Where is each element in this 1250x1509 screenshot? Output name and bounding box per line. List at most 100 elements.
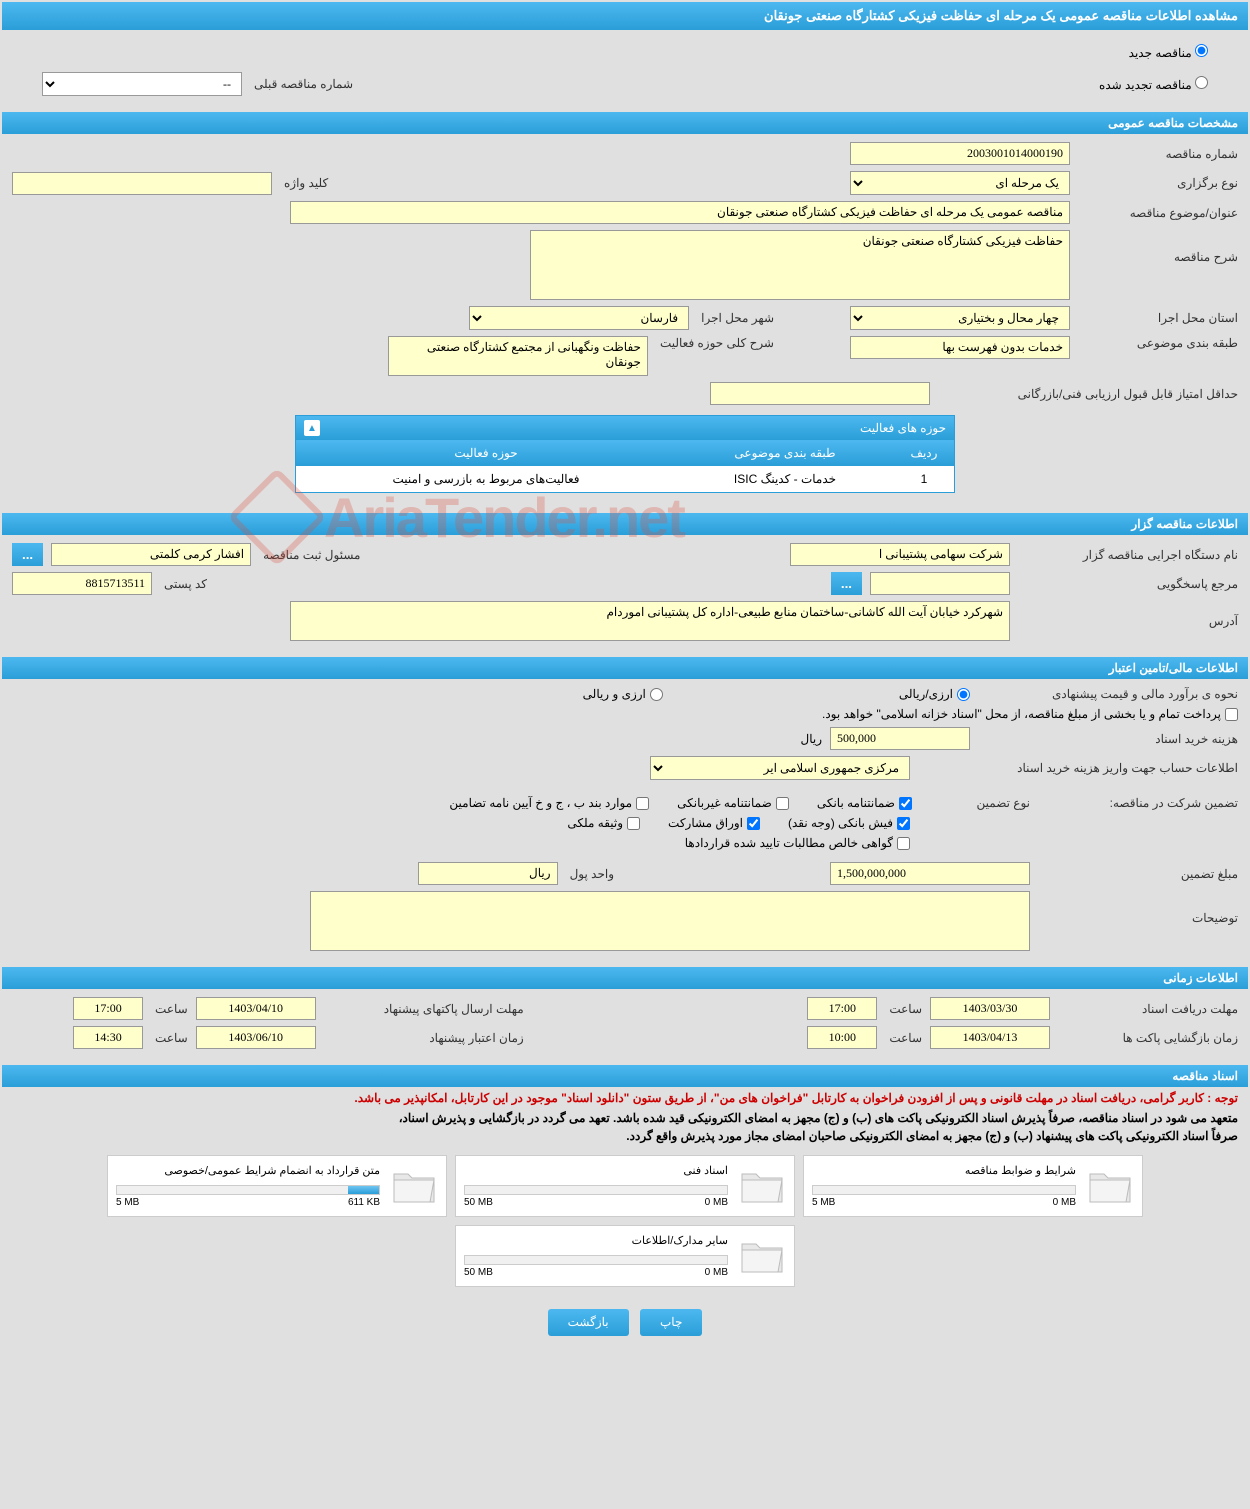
col-row: ردیف <box>894 440 954 466</box>
prev-tender-select[interactable]: -- <box>42 72 242 96</box>
description-textarea[interactable] <box>530 230 1070 300</box>
estimate-method-label: نحوه ی برآورد مالی و قیمت پیشنهادی <box>978 687 1238 701</box>
col-scope: حوزه فعالیت <box>296 440 676 466</box>
category-label: طبقه بندی موضوعی <box>1078 336 1238 350</box>
section-documents-header: اسناد مناقصه <box>2 1065 1248 1087</box>
treasury-checkbox[interactable]: پرداخت تمام و یا بخشی از مبلغ مناقصه، از… <box>822 707 1238 721</box>
tender-number-label: شماره مناقصه <box>1078 147 1238 161</box>
guarantee-bylaws[interactable]: موارد بند ب ، ج و خ آیین نامه تضامین <box>449 796 649 810</box>
holding-type-label: نوع برگزاری <box>1078 176 1238 190</box>
col-category: طبقه بندی موضوعی <box>676 440 894 466</box>
tender-number-input[interactable] <box>850 142 1070 165</box>
validity-date[interactable] <box>196 1026 316 1049</box>
receive-deadline-time[interactable] <box>807 997 877 1020</box>
doc-file-item[interactable]: سایر مدارک/اطلاعات50 MB0 MB <box>455 1225 795 1287</box>
doc-file-item[interactable]: شرایط و ضوابط مناقصه 5 MB 0 MB <box>803 1155 1143 1217</box>
subject-input[interactable] <box>290 201 1070 224</box>
province-select[interactable]: چهار محال و بختیاری <box>850 306 1070 330</box>
guarantee-net-receivables[interactable]: گواهی خالص مطالبات تایید شده قراردادها <box>685 836 910 850</box>
city-label: شهر محل اجرا <box>697 311 774 325</box>
receive-deadline-date[interactable] <box>930 997 1050 1020</box>
category-input[interactable] <box>850 336 1070 359</box>
doc-total: 5 MB <box>812 1197 835 1208</box>
doc-file-item[interactable]: اسناد فنی 50 MB 0 MB <box>455 1155 795 1217</box>
doc-cost-label: هزینه خرید اسناد <box>978 732 1238 746</box>
reg-official-label: مسئول ثبت مناقصه <box>259 548 360 562</box>
notice-black-1: متعهد می شود در اسناد مناقصه، صرفاً پذیر… <box>2 1109 1248 1127</box>
collapse-icon[interactable]: ▲ <box>304 420 320 436</box>
address-label: آدرس <box>1018 614 1238 628</box>
radio-new-tender[interactable]: مناقصه جدید <box>1129 46 1208 60</box>
guarantee-amount-label: مبلغ تضمین <box>1038 867 1238 881</box>
reg-official-input[interactable] <box>51 543 251 566</box>
guarantee-property[interactable]: وثیقه ملکی <box>567 816 640 830</box>
keyword-input[interactable] <box>12 172 272 195</box>
validity-time[interactable] <box>73 1026 143 1049</box>
guarantee-cash[interactable]: فیش بانکی (وجه نقد) <box>788 816 910 830</box>
responder-label: مرجع پاسخگویی <box>1018 577 1238 591</box>
doc-file-title: اسناد فنی <box>464 1164 728 1177</box>
doc-total: 5 MB <box>116 1197 139 1208</box>
subject-label: عنوان/موضوع مناقصه <box>1078 206 1238 220</box>
page-title: مشاهده اطلاعات مناقصه عمومی یک مرحله ای … <box>2 2 1248 30</box>
activity-scope-label: شرح کلی حوزه فعالیت <box>656 336 774 350</box>
opening-date[interactable] <box>930 1026 1050 1049</box>
submit-deadline-date[interactable] <box>196 997 316 1020</box>
radio-renewed-tender[interactable]: مناقصه تجدید شده <box>1099 76 1208 92</box>
activity-scope-textarea[interactable] <box>388 336 648 376</box>
fx-and-rial-radio[interactable]: ارزی و ریالی <box>583 687 663 701</box>
doc-total: 50 MB <box>464 1197 493 1208</box>
doc-used: 0 MB <box>1053 1197 1076 1208</box>
section-timing-header: اطلاعات زمانی <box>2 967 1248 989</box>
doc-progress-bar <box>464 1255 728 1265</box>
doc-progress-bar <box>464 1185 728 1195</box>
currency-input[interactable] <box>418 862 558 885</box>
table-row: 1 خدمات - کدینگ ISIC فعالیت‌های مربوط به… <box>296 466 954 492</box>
postal-input[interactable] <box>12 572 152 595</box>
section-financial-header: اطلاعات مالی/تامین اعتبار <box>2 657 1248 679</box>
responder-input[interactable] <box>870 572 1010 595</box>
notice-black-2: صرفاً اسناد الکترونیکی پاکت های پیشنهاد … <box>2 1127 1248 1145</box>
rial-unit: ریال <box>800 732 822 746</box>
guarantee-nonbank-letter[interactable]: ضمانتنامه غیربانکی <box>677 796 789 810</box>
submit-deadline-time[interactable] <box>73 997 143 1020</box>
section-general-header: مشخصات مناقصه عمومی <box>2 112 1248 134</box>
postal-label: کد پستی <box>160 577 207 591</box>
hour-label-3: ساعت <box>151 1002 188 1016</box>
guarantee-bonds[interactable]: اوراق مشارکت <box>668 816 760 830</box>
guarantee-amount-input[interactable] <box>830 862 1030 885</box>
opening-time[interactable] <box>807 1026 877 1049</box>
back-button[interactable]: بازگشت <box>548 1309 629 1336</box>
keyword-label: کلید واژه <box>280 176 328 190</box>
responder-lookup-button[interactable]: ... <box>831 572 862 595</box>
city-select[interactable]: فارسان <box>469 306 689 330</box>
doc-used: 0 MB <box>705 1197 728 1208</box>
org-input[interactable] <box>790 543 1010 566</box>
guarantee-bank-letter[interactable]: ضمانتنامه بانکی <box>817 796 912 810</box>
doc-used: 611 KB <box>348 1197 380 1208</box>
receive-deadline-label: مهلت دریافت اسناد <box>1058 1002 1238 1016</box>
province-label: استان محل اجرا <box>1078 311 1238 325</box>
min-score-input[interactable] <box>710 382 930 405</box>
reg-official-lookup-button[interactable]: ... <box>12 543 43 566</box>
print-button[interactable]: چاپ <box>640 1309 702 1336</box>
doc-file-title: شرایط و ضوابط مناقصه <box>812 1164 1076 1177</box>
address-textarea[interactable] <box>290 601 1010 641</box>
notes-textarea[interactable] <box>310 891 1030 951</box>
activity-table-title: حوزه های فعالیت <box>860 421 946 435</box>
notice-red: توجه : کاربر گرامی، دریافت اسناد در مهلت… <box>2 1087 1248 1109</box>
prev-tender-label: شماره مناقصه قبلی <box>250 77 353 91</box>
doc-used: 0 MB <box>705 1267 728 1278</box>
account-label: اطلاعات حساب جهت واریز هزینه خرید اسناد <box>918 761 1238 775</box>
guarantee-title: تضمین شرکت در مناقصه: <box>1038 796 1238 810</box>
activity-table: حوزه های فعالیت ▲ ردیف طبقه بندی موضوعی … <box>295 415 955 493</box>
description-label: شرح مناقصه <box>1078 230 1238 264</box>
doc-cost-input[interactable] <box>830 727 970 750</box>
holding-type-select[interactable]: یک مرحله ای <box>850 171 1070 195</box>
fx-rial-radio[interactable]: ارزی/ریالی <box>899 687 970 701</box>
notes-label: توضیحات <box>1038 891 1238 925</box>
doc-file-item[interactable]: متن قرارداد به انضمام شرایط عمومی/خصوصی5… <box>107 1155 447 1217</box>
opening-label: زمان بازگشایی پاکت ها <box>1058 1031 1238 1045</box>
account-select[interactable]: مرکزی جمهوری اسلامی ایر <box>650 756 910 780</box>
hour-label-2: ساعت <box>885 1031 922 1045</box>
